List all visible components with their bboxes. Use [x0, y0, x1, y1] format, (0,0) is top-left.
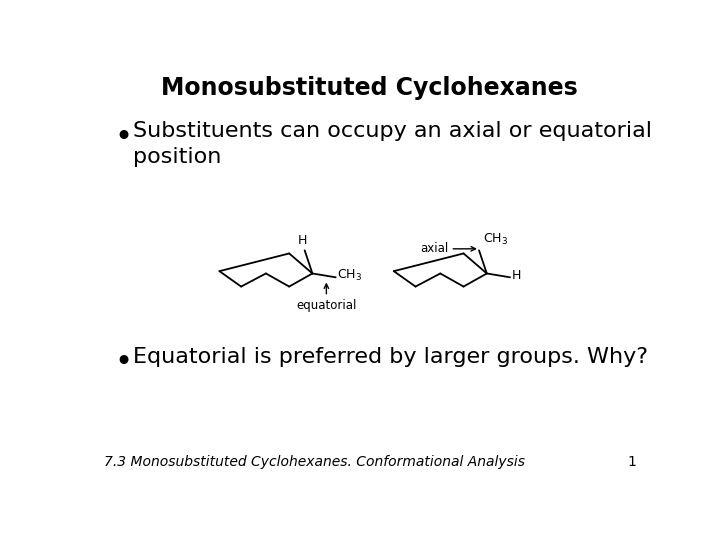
- Text: CH$_3$: CH$_3$: [483, 232, 508, 247]
- Text: CH$_3$: CH$_3$: [337, 268, 362, 284]
- Text: H: H: [297, 233, 307, 247]
- Text: axial: axial: [420, 242, 449, 255]
- Text: equatorial: equatorial: [296, 299, 356, 312]
- Text: Monosubstituted Cyclohexanes: Monosubstituted Cyclohexanes: [161, 76, 577, 100]
- Text: 7.3 Monosubstituted Cyclohexanes. Conformational Analysis: 7.3 Monosubstituted Cyclohexanes. Confor…: [104, 455, 525, 469]
- Text: Equatorial is preferred by larger groups. Why?: Equatorial is preferred by larger groups…: [132, 347, 647, 367]
- Text: H: H: [512, 269, 521, 282]
- Text: •: •: [114, 123, 133, 152]
- Text: Substituents can occupy an axial or equatorial
position: Substituents can occupy an axial or equa…: [132, 121, 652, 167]
- Text: •: •: [114, 348, 133, 377]
- Text: 1: 1: [628, 455, 636, 469]
